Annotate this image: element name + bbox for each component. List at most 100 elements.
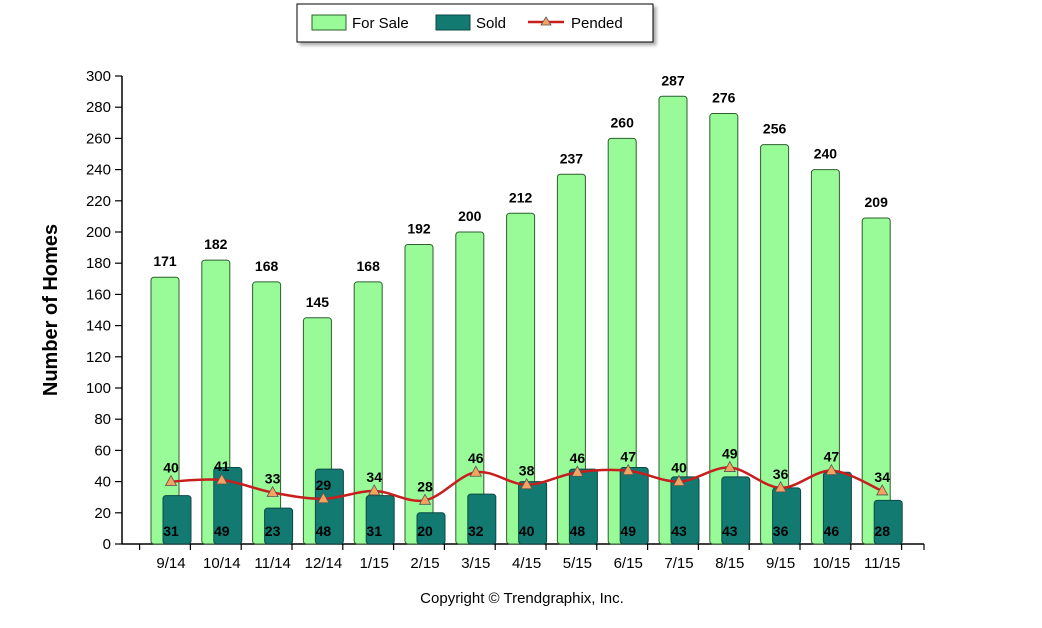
data-label-for-sale: 287 (661, 72, 685, 88)
data-label-pended: 40 (163, 460, 179, 476)
data-label-sold: 43 (722, 523, 738, 539)
data-label-sold: 43 (671, 523, 687, 539)
data-label-sold: 20 (417, 523, 433, 539)
data-label-pended: 29 (316, 477, 332, 493)
data-label-pended: 34 (366, 469, 382, 485)
bar-sold (467, 493, 497, 545)
data-label-sold: 46 (824, 523, 840, 539)
legend-label-for-sale: For Sale (352, 15, 409, 32)
legend-swatch-sold (435, 14, 471, 31)
data-label-pended: 47 (824, 449, 840, 465)
x-tick-label: 12/14 (305, 555, 343, 572)
point-pended (215, 473, 228, 485)
y-tick-label: 0 (103, 536, 111, 553)
point-pended (723, 460, 736, 472)
bar-sold (264, 507, 294, 545)
x-tick-label: 2/15 (410, 555, 439, 572)
data-label-for-sale: 276 (712, 89, 736, 105)
y-tick-label: 220 (86, 193, 111, 210)
data-label-pended: 33 (265, 471, 281, 487)
y-tick-label: 200 (86, 224, 111, 241)
data-label-for-sale: 182 (204, 236, 228, 252)
data-label-pended: 49 (722, 446, 738, 462)
x-tick-label: 8/15 (715, 555, 744, 572)
data-label-for-sale: 209 (865, 194, 889, 210)
x-tick-label: 3/15 (461, 555, 490, 572)
data-label-for-sale: 168 (357, 258, 381, 274)
legend-marker-pended (540, 16, 552, 26)
data-label-for-sale: 168 (255, 258, 279, 274)
plot-area: 0 20 40 60 80 100 120 140 160 180 200 220 240 260 280 3… (86, 68, 925, 572)
bar-sold (365, 495, 395, 545)
point-pended (622, 463, 635, 476)
data-label-sold: 31 (366, 523, 382, 539)
y-tick-label: 40 (94, 474, 111, 491)
x-tick-label: 6/15 (614, 555, 643, 572)
data-label-pended: 28 (417, 478, 433, 494)
point-pended (774, 481, 787, 493)
bar-sold (314, 468, 344, 545)
y-tick-label: 300 (86, 68, 111, 85)
point-pended (317, 491, 330, 504)
bar-sold (670, 476, 700, 545)
legend-label-pended: Pended (571, 15, 623, 32)
x-tick-label: 9/15 (766, 555, 795, 572)
data-label-for-sale: 256 (763, 121, 787, 137)
data-label-for-sale: 171 (153, 253, 177, 269)
x-tick-label: 5/15 (563, 555, 592, 572)
legend-swatch-for-sale (311, 14, 347, 31)
bar-sold (518, 481, 548, 545)
point-pended (876, 484, 889, 496)
point-pended (571, 465, 584, 477)
data-label-sold: 32 (468, 523, 484, 539)
y-tick-label: 20 (94, 505, 111, 522)
x-tick-label: 4/15 (512, 555, 541, 572)
bar-sold (213, 467, 243, 545)
legend-label-sold: Sold (476, 15, 506, 32)
data-label-pended: 34 (874, 469, 890, 485)
point-pended (368, 484, 381, 496)
y-tick-label: 160 (86, 286, 111, 303)
bar-sold (568, 468, 598, 545)
x-tick-label: 10/14 (203, 555, 241, 572)
data-label-sold: 48 (316, 523, 332, 539)
x-tick-label: 7/15 (664, 555, 693, 572)
y-tick-label: 240 (86, 162, 111, 179)
legend-box (296, 3, 654, 43)
y-tick-label: 80 (94, 411, 111, 428)
copyright-text: Copyright © Trendgraphix, Inc. (420, 590, 624, 607)
data-label-for-sale: 212 (509, 189, 533, 205)
x-tick-label: 11/15 (864, 555, 900, 572)
data-label-for-sale: 240 (814, 146, 838, 162)
y-tick-label: 180 (86, 255, 111, 272)
data-label-for-sale: 260 (611, 114, 635, 130)
data-label-sold: 49 (214, 523, 230, 539)
point-pended (520, 477, 533, 490)
data-label-sold: 48 (570, 523, 586, 539)
point-pended (266, 485, 279, 497)
bar-sold (721, 476, 751, 545)
y-tick-label: 140 (86, 318, 111, 335)
data-label-for-sale: 200 (458, 208, 482, 224)
data-label-sold: 23 (265, 523, 281, 539)
y-tick-label: 280 (86, 99, 111, 116)
data-label-pended: 40 (671, 460, 687, 476)
x-tick-label: 1/15 (360, 555, 389, 572)
bar-sold (416, 512, 446, 545)
x-tick-label: 10/15 (813, 555, 851, 572)
data-label-pended: 36 (773, 466, 789, 482)
bar-sold (873, 499, 903, 545)
x-tick-label: 9/14 (156, 555, 185, 572)
data-label-sold: 31 (163, 523, 179, 539)
bar-for-sale (252, 281, 282, 545)
x-tick-label: 11/14 (254, 555, 290, 572)
data-label-sold: 49 (620, 523, 636, 539)
point-pended (469, 465, 482, 477)
legend: For Sale Sold Pended (296, 3, 654, 43)
data-label-for-sale: 237 (560, 150, 584, 166)
data-label-for-sale: 145 (306, 294, 330, 310)
data-label-pended: 46 (468, 450, 484, 466)
data-label-sold: 40 (519, 523, 535, 539)
data-label-sold: 36 (773, 523, 789, 539)
